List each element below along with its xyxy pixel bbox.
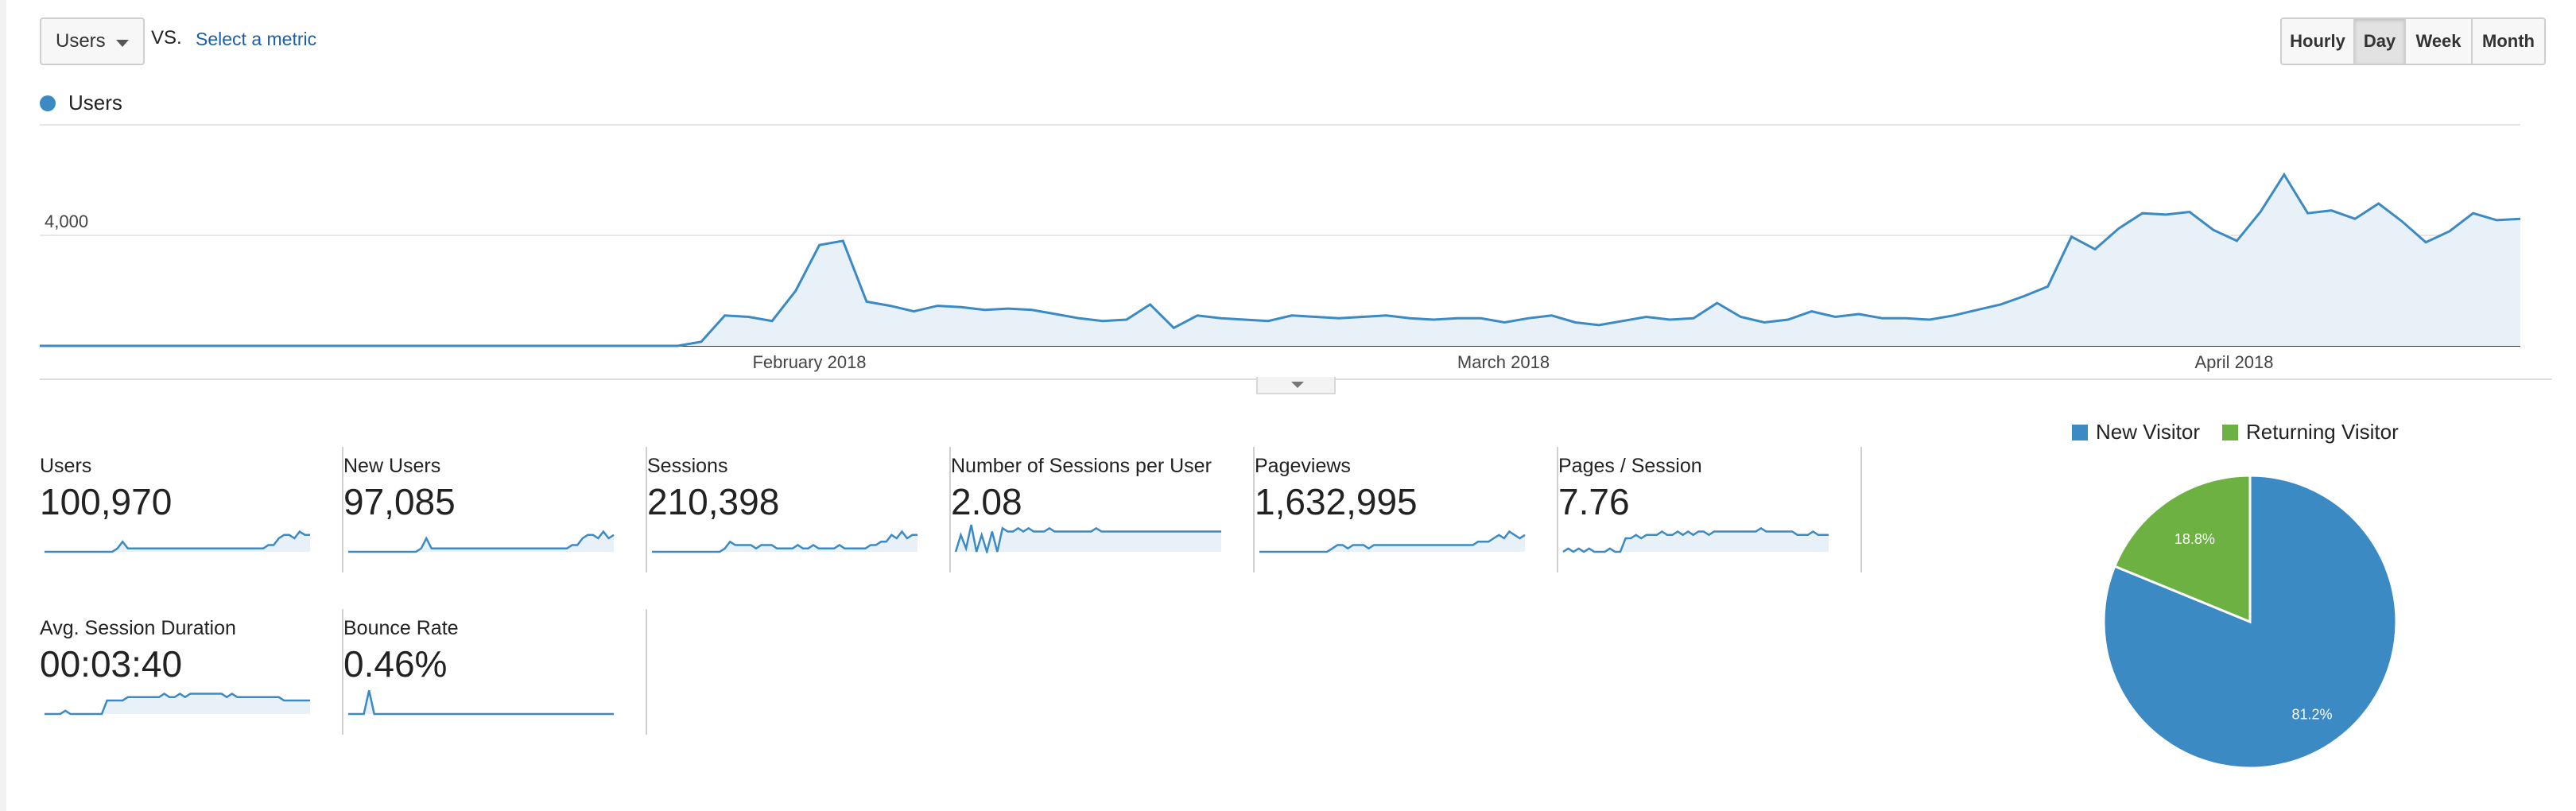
scorecard-value: 7.76 xyxy=(1558,481,1630,522)
legend-label: New Visitor xyxy=(2096,420,2201,444)
week-button[interactable]: Week xyxy=(2406,19,2473,64)
y-axis-ticks: 8,000 4,000 xyxy=(45,119,88,231)
y-tick-label: 8,000 xyxy=(45,119,88,121)
scorecard-pages-per-session[interactable]: Pages / Session 7.76 xyxy=(1558,447,1862,572)
scorecard-label: Avg. Session Duration xyxy=(40,617,236,639)
y-tick-label: 4,000 xyxy=(45,211,88,231)
scorecard-value: 2.08 xyxy=(951,481,1022,522)
chart-legend: Users xyxy=(40,91,122,115)
sparkline-path xyxy=(1562,526,1829,553)
square-icon xyxy=(2072,424,2088,440)
scorecard-label: Pages / Session xyxy=(1558,455,1702,477)
legend-dot-icon xyxy=(40,95,56,111)
granularity-toggle: Hourly Day Week Month xyxy=(2280,17,2546,65)
scorecard-label: Users xyxy=(40,455,92,477)
sparkline-path xyxy=(45,530,310,553)
x-tick-label: April 2018 xyxy=(2194,352,2273,372)
users-line xyxy=(40,172,2521,347)
sparkline xyxy=(1562,526,1829,553)
scorecard-new-users[interactable]: New Users 97,085 xyxy=(343,447,647,572)
sparkline-area xyxy=(1563,528,1829,552)
chart-collapse-toggle[interactable] xyxy=(1256,377,1336,394)
scorecard-label: Pageviews xyxy=(1255,455,1351,477)
legend-item-returning-visitor[interactable]: Returning Visitor xyxy=(2222,420,2399,444)
legend-label: Returning Visitor xyxy=(2246,420,2399,444)
sparkline xyxy=(954,524,1221,553)
pie-legend: New Visitor Returning Visitor xyxy=(2072,420,2421,444)
visitor-type-pie-chart: 81.2% 18.8% xyxy=(2102,474,2398,770)
legend-item-new-visitor[interactable]: New Visitor xyxy=(2072,420,2200,444)
sparkline xyxy=(652,530,918,553)
sparkline-path xyxy=(348,530,615,553)
x-axis-ticks: February 2018 March 2018 April 2018 xyxy=(752,352,2273,372)
sparkline-path xyxy=(348,690,614,716)
sparkline-area xyxy=(45,531,310,552)
sparkline-area xyxy=(348,690,614,714)
sparkline xyxy=(45,693,310,716)
legend-label: Users xyxy=(68,91,122,114)
pie-slice-label: 81.2% xyxy=(2291,706,2332,722)
scorecard-label: Sessions xyxy=(647,455,728,477)
hourly-button[interactable]: Hourly xyxy=(2282,19,2355,64)
sparkline-path xyxy=(954,524,1221,553)
sparkline xyxy=(45,530,310,553)
users-area xyxy=(40,174,2520,346)
scorecard-bounce-rate[interactable]: Bounce Rate 0.46% xyxy=(343,609,647,735)
scorecard-value: 97,085 xyxy=(343,481,456,522)
metric-select-dropdown[interactable]: Users xyxy=(40,17,145,65)
day-button[interactable]: Day xyxy=(2355,19,2406,64)
scorecard-label: New Users xyxy=(343,455,441,477)
scorecard-value: 100,970 xyxy=(40,481,173,522)
scorecard-value: 210,398 xyxy=(647,481,780,522)
sparkline-area xyxy=(652,531,918,552)
left-border xyxy=(0,0,6,811)
scorecard-users[interactable]: Users 100,970 xyxy=(40,447,343,572)
sparkline-path xyxy=(45,693,310,716)
sparkline xyxy=(348,690,614,716)
metric-select-label: Users xyxy=(56,30,106,52)
pie-slice-returning-visitor[interactable] xyxy=(2112,474,2252,624)
sparkline-path xyxy=(1259,530,1526,553)
select-metric-link[interactable]: Select a metric xyxy=(196,29,317,49)
x-tick-label: February 2018 xyxy=(752,352,866,372)
scorecard-label: Bounce Rate xyxy=(343,617,459,639)
pie-slice-label: 18.8% xyxy=(2174,531,2215,547)
scorecard-avg-session-duration[interactable]: Avg. Session Duration 00:03:40 xyxy=(40,609,343,735)
sparkline-area xyxy=(1259,531,1525,552)
sparkline xyxy=(1259,530,1526,553)
square-icon xyxy=(2222,424,2239,440)
vs-label: VS. xyxy=(151,27,182,49)
scorecard-value: 0.46% xyxy=(343,643,448,685)
users-line-chart: 8,000 4,000 February 2018 March 2018 April … xyxy=(40,119,2552,380)
sparkline-area xyxy=(348,531,614,552)
scorecard-value: 1,632,995 xyxy=(1255,481,1418,522)
x-tick-label: March 2018 xyxy=(1457,352,1550,372)
scorecard-sessions[interactable]: Sessions 210,398 xyxy=(647,447,951,572)
chevron-down-icon xyxy=(116,40,129,47)
scorecard-pageviews[interactable]: Pageviews 1,632,995 xyxy=(1255,447,1558,572)
scorecard-label: Number of Sessions per User xyxy=(951,455,1212,477)
sparkline-area xyxy=(45,693,310,714)
month-button[interactable]: Month xyxy=(2473,19,2544,64)
caret-down-icon xyxy=(1291,382,1304,388)
sparkline xyxy=(348,530,615,553)
scorecard-sessions-per-user[interactable]: Number of Sessions per User 2.08 xyxy=(951,447,1255,572)
sparkline-path xyxy=(652,530,918,553)
scorecard-value: 00:03:40 xyxy=(40,643,183,685)
